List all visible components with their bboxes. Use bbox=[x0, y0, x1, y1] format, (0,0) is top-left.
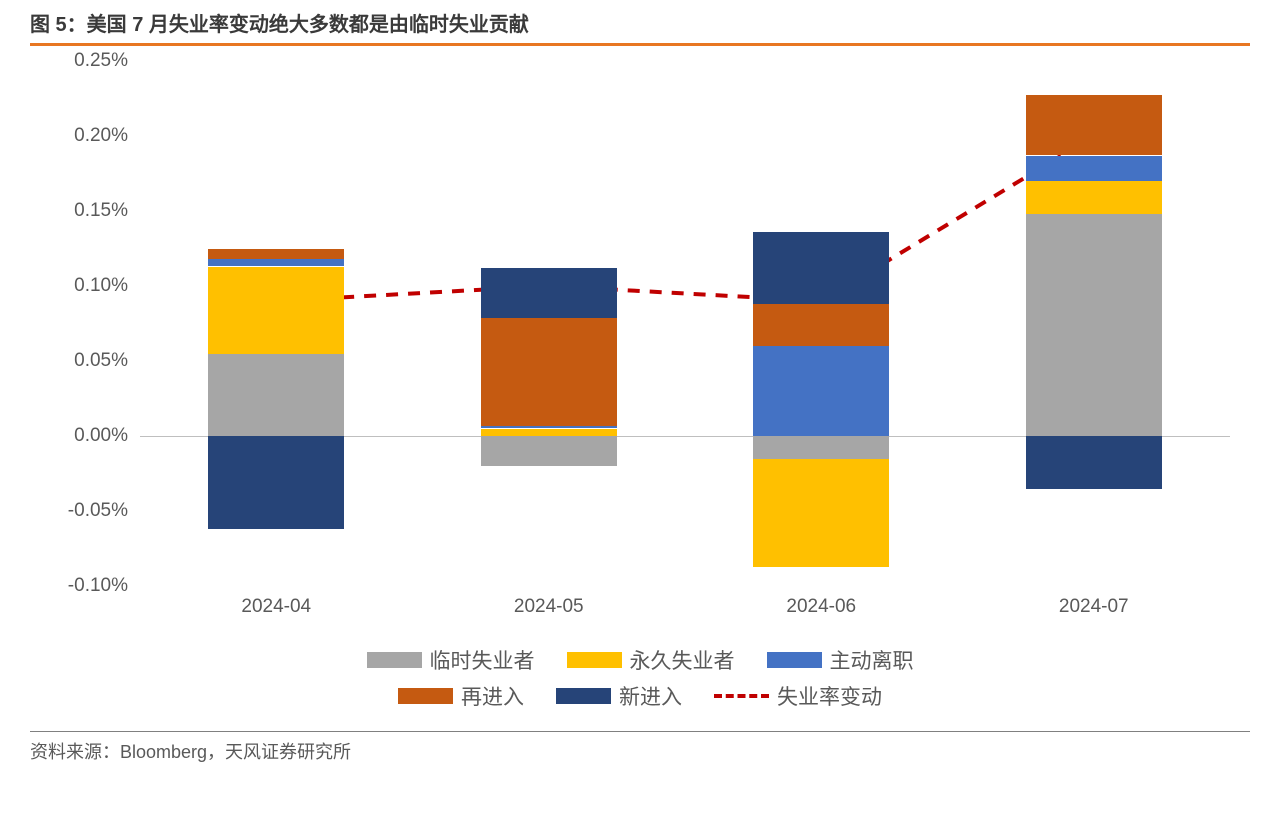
legend-row: 临时失业者 永久失业者 主动离职 bbox=[30, 645, 1250, 675]
bar-segment bbox=[208, 267, 344, 354]
legend-item: 临时失业者 bbox=[367, 645, 535, 675]
bar-segment bbox=[753, 304, 889, 346]
x-tick-label: 2024-05 bbox=[514, 596, 584, 618]
y-tick-label: -0.10% bbox=[28, 575, 128, 597]
legend-item: 主动离职 bbox=[767, 645, 914, 675]
legend-label: 主动离职 bbox=[830, 645, 914, 675]
y-tick-label: -0.05% bbox=[28, 500, 128, 522]
bar-segment bbox=[753, 459, 889, 567]
y-axis: -0.10%-0.05%0.00%0.05%0.10%0.15%0.20%0.2… bbox=[30, 61, 140, 586]
legend-swatch bbox=[367, 652, 422, 668]
y-tick-label: 0.05% bbox=[28, 350, 128, 372]
x-axis: 2024-04 2024-05 2024-06 2024-07 bbox=[140, 586, 1230, 631]
title-underline bbox=[30, 43, 1250, 46]
legend-swatch bbox=[567, 652, 622, 668]
legend-item: 永久失业者 bbox=[567, 645, 735, 675]
plot-area bbox=[140, 61, 1230, 586]
bar-segment bbox=[481, 268, 617, 318]
legend-item: 再进入 bbox=[398, 681, 524, 711]
bar-segment bbox=[753, 232, 889, 304]
bar-segment bbox=[1026, 156, 1162, 182]
chart-title: 图 5：美国 7 月失业率变动绝大多数都是由临时失业贡献 bbox=[0, 0, 1280, 43]
bar-segment bbox=[208, 259, 344, 266]
bar-segment bbox=[753, 436, 889, 459]
y-tick-label: 0.10% bbox=[28, 275, 128, 297]
bar-segment bbox=[481, 436, 617, 466]
bar-segment bbox=[481, 426, 617, 429]
trend-line bbox=[276, 136, 1094, 301]
bar-segment bbox=[1026, 214, 1162, 436]
bar-segment bbox=[208, 354, 344, 437]
bar-segment bbox=[481, 318, 617, 426]
legend-row: 再进入 新进入 失业率变动 bbox=[30, 681, 1250, 711]
x-tick-label: 2024-06 bbox=[786, 596, 856, 618]
bar-segment bbox=[1026, 436, 1162, 489]
bar-segment bbox=[208, 249, 344, 259]
legend-line-swatch bbox=[714, 694, 769, 698]
legend: 临时失业者 永久失业者 主动离职 再进入 新进入 失业率变动 bbox=[30, 631, 1250, 727]
bar-group bbox=[753, 61, 889, 586]
y-tick-label: 0.15% bbox=[28, 200, 128, 222]
bar-segment bbox=[208, 436, 344, 529]
legend-label: 再进入 bbox=[461, 681, 524, 711]
legend-swatch bbox=[398, 688, 453, 704]
x-tick-label: 2024-04 bbox=[241, 596, 311, 618]
legend-label: 新进入 bbox=[619, 681, 682, 711]
bar-group bbox=[208, 61, 344, 586]
y-tick-label: 0.00% bbox=[28, 425, 128, 447]
bar-group bbox=[1026, 61, 1162, 586]
bar-group bbox=[481, 61, 617, 586]
legend-label: 失业率变动 bbox=[777, 681, 882, 711]
legend-item: 失业率变动 bbox=[714, 681, 882, 711]
legend-item: 新进入 bbox=[556, 681, 682, 711]
chart-area: -0.10%-0.05%0.00%0.05%0.10%0.15%0.20%0.2… bbox=[30, 61, 1250, 631]
legend-swatch bbox=[767, 652, 822, 668]
legend-swatch bbox=[556, 688, 611, 704]
bar-segment bbox=[481, 429, 617, 436]
source-text: 资料来源：Bloomberg，天风证券研究所 bbox=[0, 732, 1280, 770]
bar-segment bbox=[1026, 95, 1162, 155]
bar-segment bbox=[753, 346, 889, 436]
y-tick-label: 0.20% bbox=[28, 125, 128, 147]
y-tick-label: 0.25% bbox=[28, 50, 128, 72]
legend-label: 永久失业者 bbox=[630, 645, 735, 675]
legend-label: 临时失业者 bbox=[430, 645, 535, 675]
x-tick-label: 2024-07 bbox=[1059, 596, 1129, 618]
bar-segment bbox=[1026, 181, 1162, 214]
